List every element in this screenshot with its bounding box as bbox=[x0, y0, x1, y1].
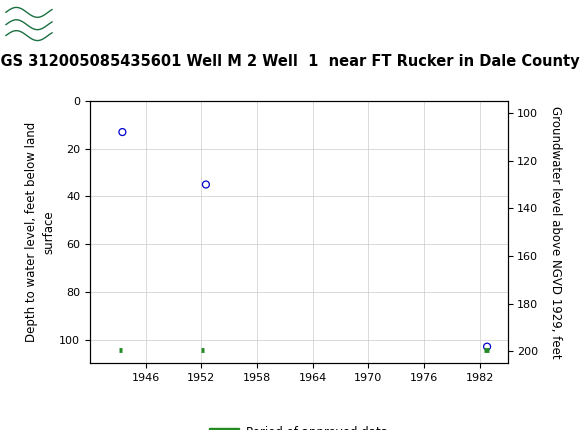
Point bbox=[118, 129, 127, 135]
Y-axis label: Depth to water level, feet below land
surface: Depth to water level, feet below land su… bbox=[25, 122, 55, 342]
Point bbox=[201, 181, 211, 188]
Text: USGS 312005085435601 Well M 2 Well  1  near FT Rucker in Dale County Al: USGS 312005085435601 Well M 2 Well 1 nea… bbox=[0, 54, 580, 69]
Bar bbox=[5, 3, 60, 46]
Y-axis label: Groundwater level above NGVD 1929, feet: Groundwater level above NGVD 1929, feet bbox=[549, 106, 563, 359]
Text: USGS: USGS bbox=[61, 15, 125, 35]
Legend: Period of approved data: Period of approved data bbox=[205, 422, 393, 430]
Point bbox=[483, 343, 492, 350]
